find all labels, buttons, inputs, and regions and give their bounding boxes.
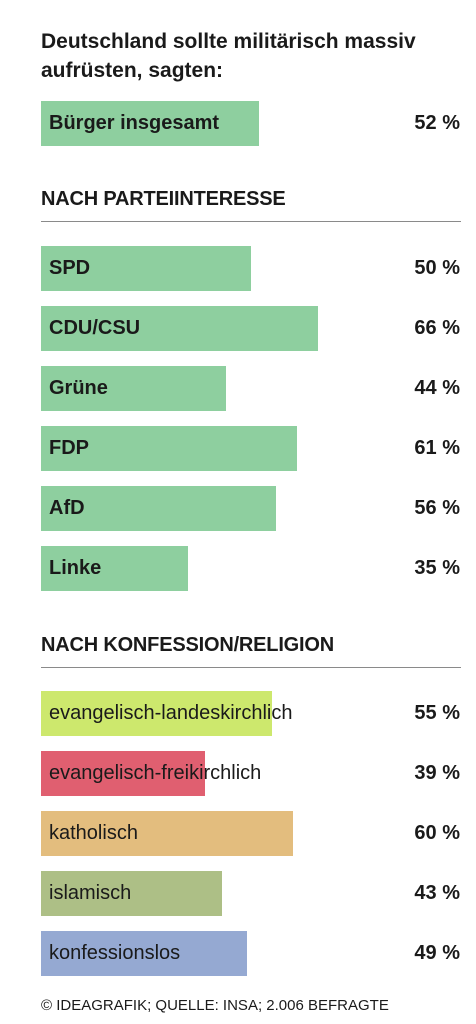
bar [41, 246, 251, 291]
bar-label: FDP [49, 437, 89, 459]
bar [41, 426, 297, 471]
bar [41, 871, 222, 916]
bar [41, 306, 318, 351]
bar-label: evangelisch-freikirchlich [49, 762, 262, 784]
bar-value-label: 55 % [414, 702, 460, 724]
bar-label: Grüne [49, 377, 108, 399]
chart-title: Deutschland sollte militärisch massiv au… [41, 30, 416, 82]
bar [41, 691, 272, 736]
bar-label: AfD [49, 497, 85, 519]
section-heading: NACH PARTEIINTERESSE [41, 188, 286, 210]
bar-value-label: 50 % [414, 257, 460, 279]
bar [41, 811, 293, 856]
bar-value-label: 66 % [414, 317, 460, 339]
bar [41, 751, 205, 796]
section-divider [41, 667, 461, 668]
bar-value-label: 56 % [414, 497, 460, 519]
bar-value-label: 52 % [414, 112, 460, 134]
bar-value-label: 43 % [414, 882, 460, 904]
bar-label: Linke [49, 557, 102, 579]
bar-value-label: 61 % [414, 437, 460, 459]
bar [41, 931, 247, 976]
bar-value-label: 60 % [414, 822, 460, 844]
bar [41, 546, 188, 591]
bar-value-label: 49 % [414, 942, 460, 964]
bar-label: evangelisch-landeskirchlich [49, 702, 293, 724]
bar-label: SPD [49, 257, 91, 279]
bar-label: konfessionslos [49, 942, 181, 964]
section-divider [41, 221, 461, 222]
bar-value-label: 39 % [414, 762, 460, 784]
source-footer: © IDEAGRAFIK; QUELLE: INSA; 2.006 BEFRAG… [41, 997, 389, 1014]
bar-value-label: 35 % [414, 557, 460, 579]
bar-label: katholisch [49, 822, 138, 844]
bar-label: islamisch [49, 882, 132, 904]
bar-label: Bürger insgesamt [49, 112, 220, 134]
bar [41, 101, 259, 146]
section-heading: NACH KONFESSION/RELIGION [41, 634, 334, 656]
bar [41, 486, 276, 531]
bar [41, 366, 226, 411]
bar-label: CDU/CSU [49, 317, 141, 339]
bar-value-label: 44 % [414, 377, 460, 399]
